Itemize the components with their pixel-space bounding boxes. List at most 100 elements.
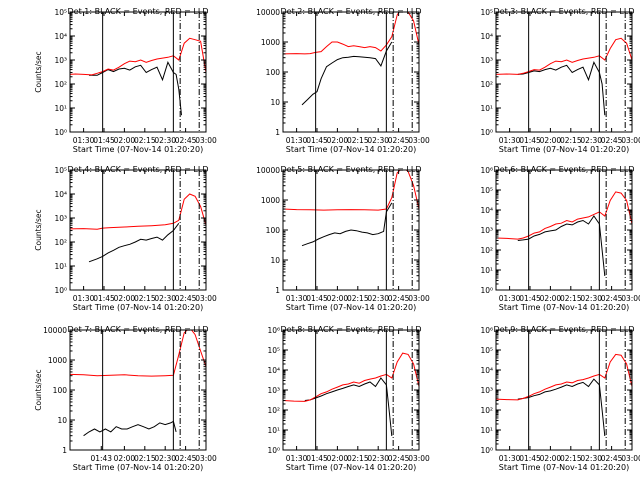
- panel-title: Det 4: BLACK = Events, RED = LLD: [68, 165, 209, 174]
- x-tick-label: 02:00: [327, 136, 349, 145]
- y-tick-label: 10⁰: [54, 286, 67, 295]
- x-tick-label: 03:00: [195, 294, 217, 303]
- y-tick-label: 10⁰: [267, 446, 280, 455]
- x-tick-label: 03:00: [195, 136, 217, 145]
- x-tick-label: 01:45: [306, 136, 328, 145]
- x-tick-label: 03:00: [621, 294, 640, 303]
- x-tick-label: 02:45: [175, 454, 197, 463]
- y-tick-label: 10⁶: [267, 326, 280, 335]
- x-axis-label: Start Time (07-Nov-14 01:20:20): [286, 463, 416, 472]
- y-tick-label: 10³: [480, 386, 493, 395]
- plot-frame: [495, 169, 633, 291]
- x-tick-label: 01:30: [286, 454, 308, 463]
- x-tick-label: 03:00: [621, 454, 640, 463]
- series-line-events: [301, 202, 393, 247]
- y-tick-label: 1: [275, 286, 280, 295]
- x-tick-label: 02:15: [347, 294, 369, 303]
- x-tick-label: 02:00: [540, 454, 562, 463]
- x-tick-label: 01:30: [286, 136, 308, 145]
- x-tick-label: 01:45: [306, 294, 328, 303]
- x-tick-label: 02:00: [114, 454, 136, 463]
- x-tick-label: 01:45: [519, 294, 541, 303]
- x-tick-label: 01:45: [519, 454, 541, 463]
- x-tick-label: 02:30: [154, 454, 176, 463]
- y-tick-label: 10¹: [54, 262, 67, 271]
- y-tick-label: 10²: [54, 80, 67, 89]
- y-tick-label: 10⁵: [480, 346, 493, 355]
- x-tick-label: 01:45: [306, 454, 328, 463]
- x-tick-label: 02:15: [347, 454, 369, 463]
- y-tick-label: 10⁰: [480, 286, 493, 295]
- x-tick-label: 02:15: [560, 294, 582, 303]
- y-tick-label: 10: [270, 256, 280, 265]
- y-tick-label: 10³: [54, 56, 67, 65]
- x-tick-label: 02:45: [601, 294, 623, 303]
- y-tick-label: 10000: [256, 166, 280, 175]
- x-tick-label: 02:45: [388, 294, 410, 303]
- series-line-events: [517, 61, 606, 116]
- y-tick-label: 10⁴: [54, 190, 67, 199]
- x-tick-label: 02:15: [560, 136, 582, 145]
- x-axis-label: Start Time (07-Nov-14 01:20:20): [73, 145, 203, 154]
- x-tick-label: 02:30: [154, 294, 176, 303]
- x-tick-label: 02:30: [580, 136, 602, 145]
- y-tick-label: 10: [270, 98, 280, 107]
- panel-title: Det 5: BLACK = Events, RED = LLD: [281, 165, 422, 174]
- y-tick-label: 10⁵: [54, 8, 67, 17]
- plot-frame: [282, 11, 420, 133]
- x-tick-label: 01:45: [93, 294, 115, 303]
- series-line-lld: [496, 37, 632, 75]
- y-tick-label: 10⁰: [480, 446, 493, 455]
- y-axis-label: Counts/sec: [34, 369, 43, 410]
- x-tick-label: 01:30: [73, 294, 95, 303]
- panel-title: Det 3: BLACK = Events, RED = LLD: [494, 7, 635, 16]
- x-tick-label: 01:30: [73, 136, 95, 145]
- x-axis-label: Start Time (07-Nov-14 01:20:20): [499, 145, 629, 154]
- y-tick-label: 10²: [480, 80, 493, 89]
- x-axis-label: Start Time (07-Nov-14 01:20:20): [73, 303, 203, 312]
- x-tick-label: 01:45: [93, 136, 115, 145]
- x-tick-label: 03:00: [621, 136, 640, 145]
- x-tick-label: 02:15: [347, 136, 369, 145]
- panel-title: Det 7: BLACK = Events, RED = LLD: [68, 325, 209, 334]
- x-tick-label: 02:45: [388, 136, 410, 145]
- x-tick-label: 03:00: [195, 454, 217, 463]
- x-tick-label: 02:00: [327, 294, 349, 303]
- y-tick-label: 10⁶: [480, 326, 493, 335]
- y-tick-label: 1: [275, 128, 280, 137]
- y-tick-label: 10⁵: [267, 346, 280, 355]
- plot-frame: [69, 329, 207, 451]
- y-tick-label: 10¹: [480, 266, 493, 275]
- series-line-lld: [70, 37, 206, 76]
- x-tick-label: 03:00: [408, 136, 430, 145]
- y-tick-label: 10¹: [480, 104, 493, 113]
- x-tick-label: 01:30: [286, 294, 308, 303]
- y-tick-label: 1: [62, 446, 67, 455]
- y-tick-label: 10⁴: [480, 366, 493, 375]
- plot-frame: [69, 169, 207, 291]
- y-tick-label: 1000: [261, 196, 280, 205]
- x-tick-label: 02:30: [154, 136, 176, 145]
- x-tick-label: 02:00: [327, 454, 349, 463]
- y-tick-label: 10⁴: [480, 206, 493, 215]
- series-line-events: [83, 420, 177, 437]
- panel-title: Det 2: BLACK = Events, RED = LLD: [281, 7, 422, 16]
- plot-frame: [495, 11, 633, 133]
- x-tick-label: 03:00: [408, 294, 430, 303]
- y-tick-label: 10²: [480, 246, 493, 255]
- x-axis-label: Start Time (07-Nov-14 01:20:20): [286, 303, 416, 312]
- series-line-lld: [70, 193, 206, 230]
- panel-title: Det 1: BLACK = Events, RED = LLD: [68, 7, 209, 16]
- series-line-lld: [70, 330, 206, 377]
- x-tick-label: 02:00: [114, 136, 136, 145]
- x-tick-label: 02:15: [134, 136, 156, 145]
- series-line-events: [301, 41, 393, 106]
- x-tick-label: 01:30: [499, 136, 521, 145]
- y-tick-label: 10³: [54, 214, 67, 223]
